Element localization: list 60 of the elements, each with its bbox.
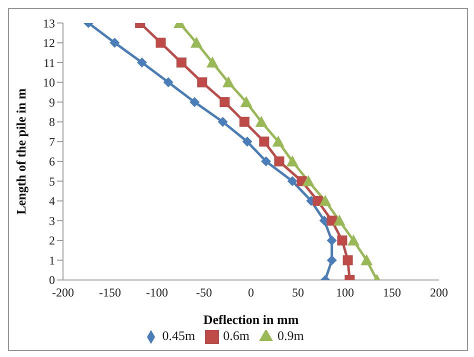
y-tick-label: 5	[49, 174, 55, 188]
point	[220, 97, 230, 108]
legend-label: 0.6m	[223, 328, 250, 343]
point	[302, 175, 314, 186]
y-axis-title: Length of the pile in m	[14, 88, 29, 215]
point	[360, 254, 373, 266]
point	[255, 116, 268, 127]
x-tick-label: 0	[248, 286, 254, 300]
y-tick-label: 2	[49, 234, 55, 248]
point	[337, 235, 348, 246]
x-tick-label: -50	[196, 286, 212, 300]
point	[347, 234, 360, 246]
y-tick-label: 12	[43, 36, 55, 50]
x-tick-label: 150	[383, 286, 401, 300]
x-tick-label: 50	[292, 286, 304, 300]
point	[272, 136, 284, 147]
y-tick-label: 7	[49, 134, 55, 149]
x-tick-label: -150	[99, 286, 121, 300]
point	[110, 38, 120, 48]
point	[261, 156, 272, 166]
y-tick-label: 6	[49, 154, 55, 169]
y-tick-label: 8	[49, 115, 55, 130]
y-tick-label: 1	[49, 253, 55, 268]
point	[240, 96, 252, 108]
y-tick-label: 3	[49, 214, 55, 228]
x-tick-label: 200	[430, 286, 448, 300]
point	[326, 235, 337, 246]
y-tick-label: 4	[49, 194, 55, 208]
point	[190, 97, 200, 108]
point	[163, 77, 174, 88]
point	[274, 156, 284, 166]
point	[218, 116, 228, 127]
legend-label: 0.9m	[277, 328, 304, 343]
y-tick-label: 10	[43, 76, 55, 90]
point	[197, 77, 208, 88]
point	[136, 58, 147, 68]
x-tick-label: 100	[336, 286, 354, 300]
x-axis-title: Deflection in mm	[203, 312, 299, 327]
point	[259, 136, 270, 147]
point	[287, 176, 298, 186]
point	[242, 136, 252, 147]
point	[333, 214, 346, 226]
point	[312, 196, 323, 206]
point	[190, 36, 202, 48]
y-tick-label: 9	[49, 95, 55, 110]
y-tick-label: 13	[43, 16, 55, 30]
x-tick-label: -200	[52, 286, 74, 300]
point	[326, 255, 337, 266]
legend-label: 0.45m	[162, 328, 196, 343]
y-tick-label: 11	[43, 56, 55, 70]
point	[286, 155, 298, 166]
point	[239, 116, 250, 127]
point	[156, 38, 166, 48]
point	[176, 58, 186, 68]
point	[206, 56, 218, 68]
point	[222, 76, 234, 88]
y-tick-label: 0	[49, 273, 55, 288]
point	[319, 194, 332, 206]
x-tick-label: -100	[146, 286, 168, 300]
point	[342, 255, 353, 266]
